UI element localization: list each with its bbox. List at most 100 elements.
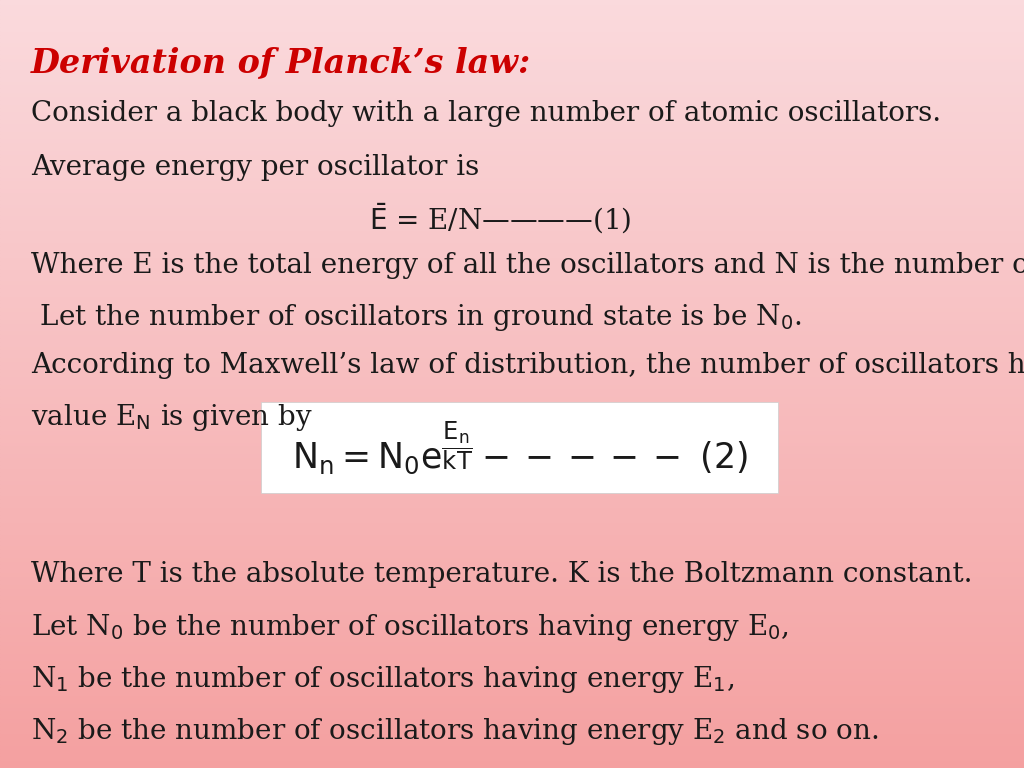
Bar bbox=[0, 173, 1024, 177]
Bar bbox=[0, 557, 1024, 561]
Bar bbox=[0, 545, 1024, 549]
Bar bbox=[0, 134, 1024, 138]
Bar bbox=[0, 238, 1024, 242]
Bar bbox=[0, 584, 1024, 588]
Bar bbox=[0, 353, 1024, 357]
Bar bbox=[0, 507, 1024, 511]
Bar bbox=[0, 476, 1024, 480]
Bar bbox=[0, 499, 1024, 503]
Bar bbox=[0, 54, 1024, 58]
Bar bbox=[0, 292, 1024, 296]
Bar bbox=[0, 515, 1024, 518]
Bar bbox=[0, 31, 1024, 35]
Text: Where T is the absolute temperature. K is the Boltzmann constant.: Where T is the absolute temperature. K i… bbox=[31, 561, 972, 588]
Bar bbox=[0, 196, 1024, 200]
Bar bbox=[0, 227, 1024, 230]
Bar bbox=[0, 12, 1024, 15]
Text: value E$_\mathrm{N}$ is given by: value E$_\mathrm{N}$ is given by bbox=[31, 402, 312, 432]
Bar bbox=[0, 127, 1024, 131]
Bar bbox=[0, 61, 1024, 65]
Bar bbox=[0, 495, 1024, 499]
Bar bbox=[0, 718, 1024, 722]
Bar bbox=[0, 760, 1024, 764]
Bar bbox=[0, 69, 1024, 73]
Bar bbox=[0, 726, 1024, 730]
Bar bbox=[0, 561, 1024, 564]
Bar bbox=[0, 672, 1024, 676]
Bar bbox=[0, 630, 1024, 634]
Bar bbox=[0, 108, 1024, 111]
Bar bbox=[0, 0, 1024, 4]
Bar bbox=[0, 426, 1024, 430]
Bar bbox=[0, 396, 1024, 399]
Bar bbox=[0, 288, 1024, 292]
Bar bbox=[0, 357, 1024, 361]
Bar bbox=[0, 250, 1024, 253]
Bar bbox=[0, 599, 1024, 603]
Bar bbox=[0, 710, 1024, 714]
Bar bbox=[0, 300, 1024, 303]
Bar bbox=[0, 46, 1024, 50]
Bar bbox=[0, 484, 1024, 488]
Bar bbox=[0, 280, 1024, 284]
Bar bbox=[0, 223, 1024, 227]
Bar bbox=[0, 445, 1024, 449]
Bar bbox=[0, 365, 1024, 369]
Bar bbox=[0, 154, 1024, 157]
Bar bbox=[0, 146, 1024, 150]
Bar bbox=[0, 637, 1024, 641]
Bar bbox=[0, 38, 1024, 42]
Bar bbox=[0, 730, 1024, 733]
Bar bbox=[0, 273, 1024, 276]
Bar bbox=[0, 111, 1024, 115]
Bar bbox=[0, 246, 1024, 250]
Bar bbox=[0, 534, 1024, 538]
Bar bbox=[0, 372, 1024, 376]
Bar bbox=[0, 84, 1024, 88]
Bar bbox=[0, 15, 1024, 19]
Bar bbox=[0, 741, 1024, 745]
Bar bbox=[0, 657, 1024, 660]
Bar bbox=[0, 611, 1024, 614]
Bar bbox=[0, 472, 1024, 476]
Bar bbox=[0, 691, 1024, 695]
Bar bbox=[0, 568, 1024, 572]
Bar bbox=[0, 465, 1024, 468]
Bar bbox=[0, 392, 1024, 396]
Bar bbox=[0, 276, 1024, 280]
Bar bbox=[0, 714, 1024, 718]
Bar bbox=[0, 27, 1024, 31]
Bar bbox=[0, 253, 1024, 257]
Bar bbox=[0, 204, 1024, 207]
Bar bbox=[0, 737, 1024, 741]
Bar bbox=[0, 150, 1024, 154]
Bar bbox=[0, 449, 1024, 453]
Bar bbox=[0, 668, 1024, 672]
Text: Let N$_0$ be the number of oscillators having energy E$_0$,: Let N$_0$ be the number of oscillators h… bbox=[31, 612, 788, 643]
Bar bbox=[0, 207, 1024, 211]
Bar bbox=[0, 438, 1024, 442]
Bar bbox=[0, 88, 1024, 92]
Bar bbox=[0, 180, 1024, 184]
Bar bbox=[0, 303, 1024, 307]
Bar bbox=[0, 265, 1024, 269]
Bar bbox=[0, 614, 1024, 618]
Bar bbox=[0, 526, 1024, 530]
Bar bbox=[0, 384, 1024, 388]
Bar bbox=[0, 622, 1024, 626]
Bar bbox=[0, 764, 1024, 768]
Bar bbox=[0, 8, 1024, 12]
Bar bbox=[0, 323, 1024, 326]
Bar bbox=[0, 641, 1024, 645]
Bar bbox=[0, 184, 1024, 188]
Bar bbox=[0, 311, 1024, 315]
Bar bbox=[0, 457, 1024, 461]
Bar bbox=[0, 603, 1024, 607]
Bar bbox=[0, 645, 1024, 649]
Bar bbox=[0, 376, 1024, 380]
Bar bbox=[0, 296, 1024, 300]
Bar bbox=[0, 307, 1024, 311]
Bar bbox=[0, 564, 1024, 568]
Bar bbox=[0, 660, 1024, 664]
Bar bbox=[0, 733, 1024, 737]
